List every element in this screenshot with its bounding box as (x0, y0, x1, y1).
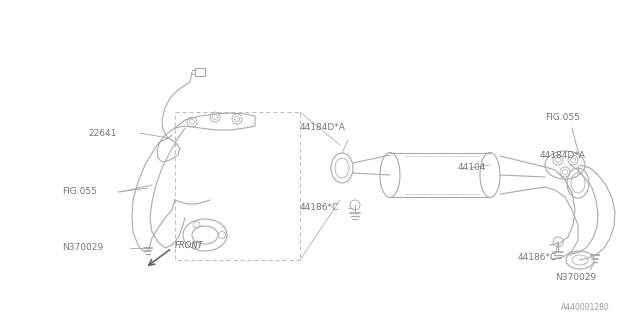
Text: 44104: 44104 (458, 164, 486, 172)
Text: 22641: 22641 (88, 129, 116, 138)
Text: FRONT: FRONT (175, 241, 204, 250)
Text: 44184D*A: 44184D*A (300, 124, 346, 132)
Text: FIG.055: FIG.055 (62, 188, 97, 196)
Text: N370029: N370029 (62, 244, 103, 252)
Text: A440001280: A440001280 (561, 303, 610, 313)
Text: 44184D*A: 44184D*A (540, 150, 586, 159)
Text: N370029: N370029 (555, 274, 596, 283)
Text: 44186*C: 44186*C (300, 204, 339, 212)
Text: FIG.055: FIG.055 (545, 114, 580, 123)
Text: 44186*C: 44186*C (518, 253, 557, 262)
